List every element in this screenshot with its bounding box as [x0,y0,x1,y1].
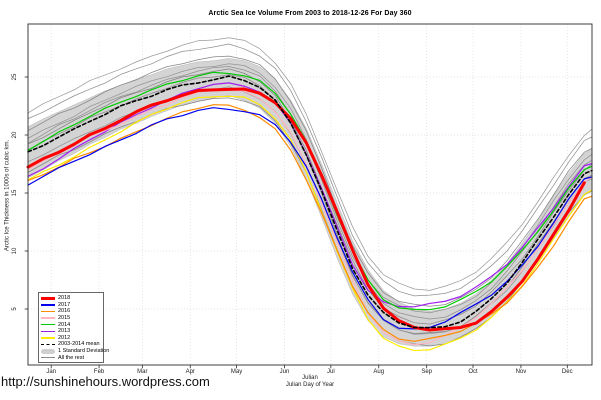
legend-item: 2017 [41,302,103,309]
x-axis-label: Julian Julian Day of Year [28,375,592,389]
series-line-2012 [27,95,593,352]
y-tick-label-25: 25 [12,73,18,81]
x-tick-label-may: May [230,369,243,375]
x-tick-label-mar: Mar [137,369,148,375]
legend-label: 1 Standard Deviation [58,348,110,355]
legend-label: 2018 [58,295,71,302]
legend-label: 2012 [58,334,71,341]
legend-swatch [41,324,55,326]
legend-swatch [41,330,55,332]
legend-label: 2016 [58,308,71,315]
x-axis-label-line1: Julian [302,375,318,381]
y-tick-label-20: 20 [12,131,18,139]
chart-title: Arctic Sea Ice Volume From 2003 to 2018-… [208,10,412,17]
legend-item: 2015 [41,315,103,322]
x-tick-label-jan: Jan [46,369,57,375]
y-tick-label-5: 5 [12,307,18,311]
legend-swatch [41,310,55,313]
series-line-2015 [27,89,593,346]
x-tick-label-aug: Aug [373,369,385,375]
x-tick-label-sep: Sep [421,369,432,375]
y-tick-label-15: 15 [12,189,18,197]
series-line-2018 [26,87,586,332]
legend-swatch [41,337,55,339]
legend-swatch [41,343,55,346]
x-axis-label-line2: Julian Day of Year [285,382,335,388]
x-tick-label-jun: Jun [279,369,290,375]
chart-legend: 2018 2017 2016 2015 2014 2013 2012 2003-2014 me… [38,292,109,363]
legend-label: 2015 [58,315,71,322]
x-tick-label-dec: Dec [561,369,573,375]
x-tick-label-jul: Jul [327,369,335,375]
legend-item: 2003-2014 mean [41,341,103,348]
series-line-2016 [27,104,593,342]
legend-item: All the rest [41,354,103,361]
legend-item: 2014 [41,321,103,328]
series-line-2004 [27,43,593,297]
legend-item: 2012 [41,335,103,342]
legend-label: 2017 [58,301,71,308]
legend-label: 2003-2014 mean [58,341,100,348]
watermark-url: http://sunshinehours.wordpress.com [1,374,210,389]
legend-item: 1 Standard Deviation [41,348,109,355]
x-tick-label-apr: Apr [185,369,195,375]
legend-item: 2016 [41,308,103,315]
legend-label: 2014 [58,321,71,328]
x-tick-label-oct: Oct [468,369,478,375]
legend-swatch [41,304,55,306]
legend-swatch [41,296,55,300]
legend-swatch [41,356,55,359]
x-tick-label-feb: Feb [93,369,105,375]
series-line-2003 [27,37,593,291]
x-tick-label-nov: Nov [515,369,527,375]
legend-swatch [41,348,55,354]
y-tick-label-10: 10 [12,247,18,255]
plot-border [27,23,593,366]
legend-label: All the rest [58,354,84,361]
series-line-2005 [27,55,593,307]
legend-swatch [41,317,55,319]
legend-item: 2013 [41,328,103,335]
series-line-2003-2014 mean [27,75,593,329]
legend-item: 2018 [41,295,103,302]
legend-label: 2013 [58,328,71,335]
series-line-2017 [27,107,593,330]
